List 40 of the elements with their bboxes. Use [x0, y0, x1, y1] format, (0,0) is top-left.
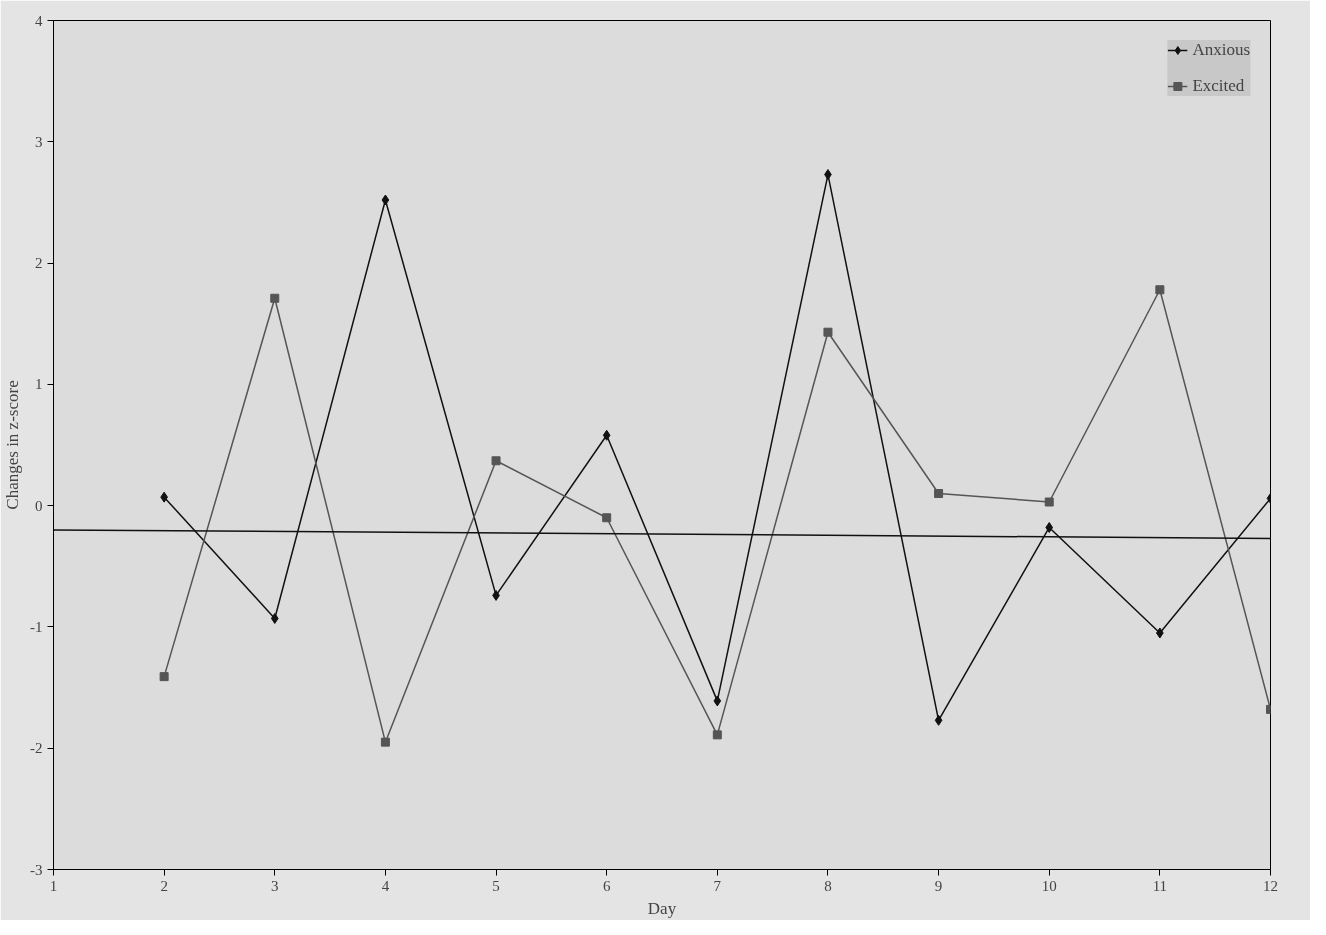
x-axis-title: Day: [647, 898, 677, 918]
point: [1044, 497, 1054, 507]
point: [381, 194, 390, 206]
y-axis-title: Changes in z-score: [3, 380, 22, 510]
legend-label: Anxious: [1192, 40, 1250, 60]
x-tick-label: 5: [492, 877, 500, 894]
x-tick-label: 3: [271, 877, 279, 894]
legend-label: Excited: [1192, 76, 1245, 96]
point: [712, 730, 722, 740]
x-tick-label: 9: [934, 877, 943, 894]
y-tick-label: 3: [35, 133, 43, 150]
x-tick-label: 7: [713, 877, 722, 894]
point: [934, 714, 943, 726]
point: [1045, 521, 1054, 533]
y-tick-label: -1: [30, 618, 43, 635]
point: [380, 737, 390, 747]
y-tick-label: 4: [35, 12, 43, 29]
point: [270, 293, 280, 303]
x-tick-label: 2: [160, 877, 168, 894]
point: [1155, 285, 1165, 295]
x-tick-label: 10: [1041, 877, 1057, 894]
x-tick-label: 11: [1152, 877, 1168, 894]
x-tick-label: 1: [49, 877, 58, 894]
point: [270, 612, 279, 624]
point: [491, 456, 501, 466]
y-tick-label: 1: [35, 376, 43, 393]
y-tick-label: -3: [30, 861, 43, 878]
point: [602, 429, 611, 441]
point: [602, 513, 612, 523]
x-tick-label: 12: [1263, 877, 1278, 894]
y-tick-label: 2: [35, 255, 43, 272]
y-tick-label: 0: [35, 497, 43, 514]
y-tick-label: -2: [30, 740, 43, 757]
x-tick-label: 4: [381, 877, 390, 894]
x-tick-label: 8: [824, 877, 832, 894]
point: [934, 489, 944, 499]
point: [159, 672, 169, 682]
point: [713, 695, 722, 707]
point: [823, 327, 833, 337]
x-tick-label: 6: [602, 877, 611, 894]
